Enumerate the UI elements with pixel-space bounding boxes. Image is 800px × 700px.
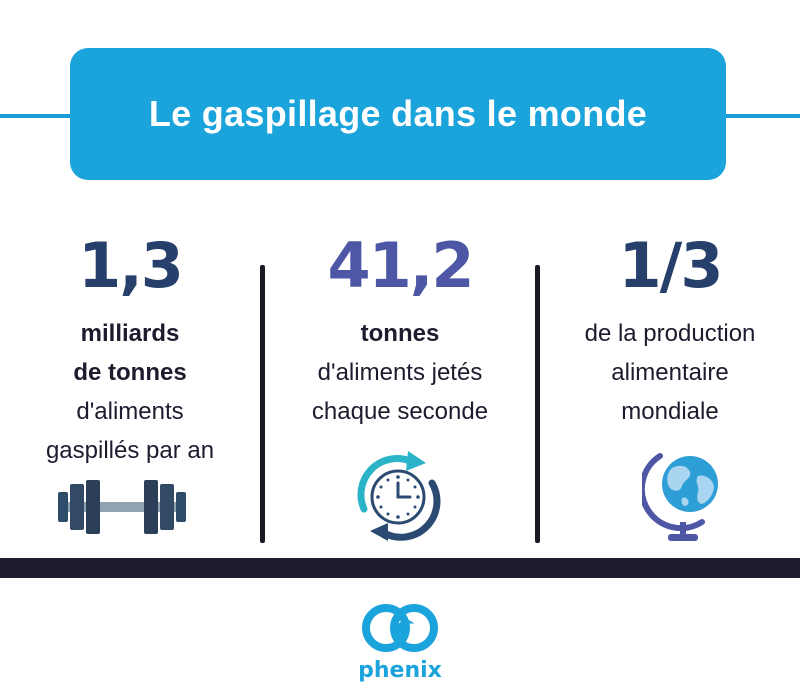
- dumbbell-icon: [58, 478, 186, 538]
- column-divider: [260, 265, 265, 543]
- stat-value: 41,2: [327, 229, 475, 302]
- title-banner: Le gaspillage dans le monde: [70, 48, 726, 180]
- brand-name: phenix: [358, 658, 442, 683]
- phenix-logo: phenix: [340, 600, 460, 692]
- stat-column-1: 1,3 milliards de tonnes d'aliments gaspi…: [0, 228, 260, 470]
- stat-line: gaspillés par an: [45, 437, 215, 464]
- stat-value: 1/3: [618, 229, 724, 302]
- footer-bar: [0, 558, 800, 578]
- title-line-right: [720, 114, 800, 118]
- stat-column-2: 41,2 tonnes d'aliments jetés chaque seco…: [265, 228, 535, 431]
- stat-bold-line: de tonnes: [73, 359, 187, 386]
- stat-line: alimentaire: [611, 359, 729, 386]
- column-divider: [535, 265, 540, 543]
- page-title: Le gaspillage dans le monde: [148, 93, 648, 134]
- stat-description: milliards de tonnes d'aliments gaspillés…: [0, 314, 260, 470]
- title-line-left: [0, 114, 80, 118]
- stat-value: 1,3: [78, 229, 184, 302]
- stat-description: de la production alimentaire mondiale: [540, 314, 800, 431]
- stat-column-3: 1/3 de la production alimentaire mondial…: [540, 228, 800, 431]
- stat-line: d'aliments jetés: [317, 359, 483, 386]
- phenix-logo-icon: [362, 604, 438, 652]
- stat-line: de la production: [584, 320, 756, 347]
- stat-bold-line: milliards: [80, 320, 180, 347]
- stat-line: d'aliments: [76, 398, 184, 425]
- stat-bold-line: tonnes: [360, 320, 440, 347]
- stat-line: chaque seconde: [311, 398, 489, 425]
- stat-line: mondiale: [621, 398, 719, 425]
- clock-icon: [352, 447, 444, 543]
- stat-description: tonnes d'aliments jetés chaque seconde: [265, 314, 535, 431]
- globe-icon: [638, 446, 728, 544]
